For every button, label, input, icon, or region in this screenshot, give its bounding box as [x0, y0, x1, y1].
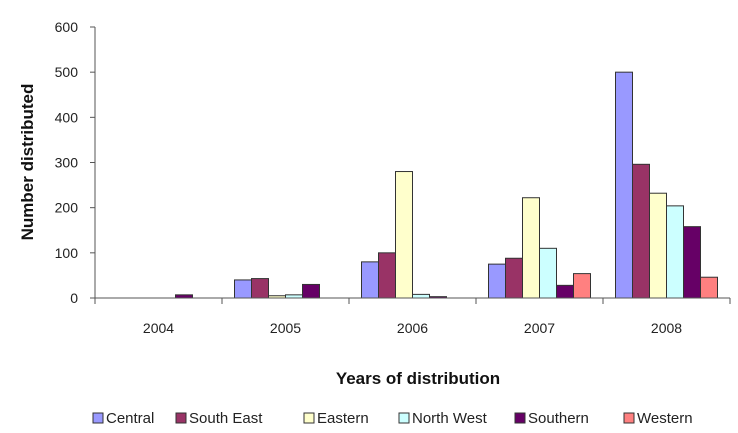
x-tick-label: 2006	[397, 320, 428, 336]
bar-south-east-2008	[632, 163, 650, 299]
x-ticks-group: 2004 2005 2006 2007 2008	[94, 298, 731, 336]
legend-swatch	[623, 412, 635, 424]
legend-label: South East	[189, 410, 263, 427]
y-axis-title: Number distributed	[18, 84, 37, 241]
x-tick-label: 2007	[524, 320, 555, 336]
y-tick-label: 100	[55, 245, 79, 261]
legend-swatch	[514, 412, 526, 424]
bar-southern-2007	[556, 284, 574, 299]
legend: Central South East Eastern North West Southe…	[92, 410, 693, 427]
legend-label: Southern	[528, 410, 589, 427]
bar-south-east-2005	[251, 278, 269, 299]
bar-central-2005	[234, 279, 252, 299]
legend-swatch	[92, 412, 104, 424]
y-tick-label: 600	[55, 19, 79, 35]
legend-label: Eastern	[317, 410, 369, 427]
bar-western-2008	[700, 276, 718, 299]
bar-southern-2008	[683, 226, 701, 299]
legend-label: Western	[637, 410, 693, 427]
bar-eastern-2007	[522, 197, 540, 299]
y-tick-label: 300	[55, 155, 79, 171]
y-tick-label: 500	[55, 64, 79, 80]
bar-central-2008	[615, 71, 633, 299]
x-tick-label: 2005	[270, 320, 301, 336]
bar-central-2006	[361, 261, 379, 299]
legend-swatch	[175, 412, 187, 424]
bar-north-west-2008	[666, 205, 684, 299]
bar-north-west-2007	[539, 247, 557, 299]
bar-western-2007	[573, 273, 591, 299]
legend-swatch	[303, 412, 315, 424]
y-ticks-group: 0 100 200 300 400 500 600	[55, 19, 95, 306]
y-tick-label: 0	[70, 290, 78, 306]
y-tick-label: 200	[55, 200, 79, 216]
y-tick-label: 400	[55, 109, 79, 125]
bar-southern-2005	[302, 283, 320, 299]
bars-group	[175, 71, 718, 299]
x-tick-label: 2004	[143, 320, 174, 336]
legend-label: Central	[106, 410, 154, 427]
bar-central-2007	[488, 263, 506, 299]
bar-south-east-2006	[378, 252, 396, 299]
x-axis-title: Years of distribution	[336, 369, 500, 388]
bar-north-west-2006	[412, 293, 430, 299]
legend-swatch	[398, 412, 410, 424]
legend-label: North West	[412, 410, 488, 427]
bar-eastern-2008	[649, 192, 667, 299]
bar-eastern-2006	[395, 171, 413, 299]
x-tick-label: 2008	[651, 320, 682, 336]
bar-south-east-2007	[505, 257, 523, 299]
